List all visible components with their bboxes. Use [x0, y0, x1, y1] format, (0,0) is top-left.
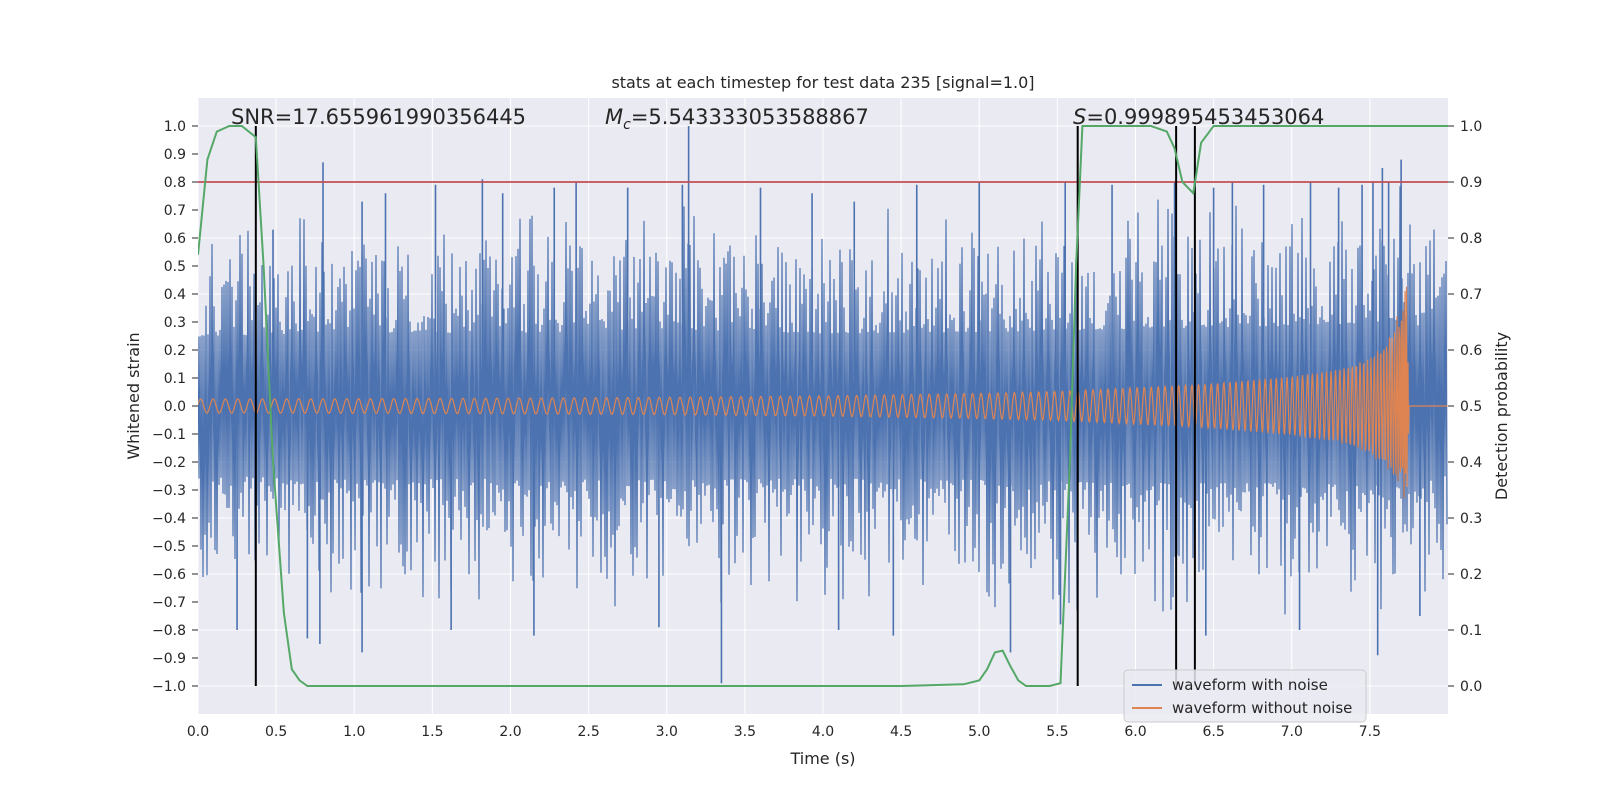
x-tick-label: 1.5: [421, 724, 443, 740]
x-tick-label: 7.0: [1281, 724, 1303, 740]
s-value: =0.999895453453064: [1086, 105, 1324, 129]
mc-subscript: c: [623, 117, 631, 133]
y2-tick-label: 0.4: [1460, 455, 1482, 471]
x-tick-label: 3.0: [656, 724, 678, 740]
y2-tick-label: 0.2: [1460, 567, 1482, 583]
y-tick-label: 0.2: [164, 343, 186, 359]
y-tick-label: 0.8: [164, 175, 186, 191]
y-tick-label: 0.9: [164, 147, 186, 163]
y2-tick-label: 0.0: [1460, 679, 1482, 695]
y2-tick-label: 0.3: [1460, 511, 1482, 527]
x-tick-label: 5.5: [1046, 724, 1068, 740]
mc-label: M: [605, 105, 623, 129]
detection-probability-line: [198, 125, 1448, 687]
legend-box: [1123, 669, 1367, 723]
x-axis-label: Time (s): [789, 749, 855, 768]
waveform-with-noise-line: [198, 186, 1448, 615]
y-tick-label: 0.1: [164, 371, 186, 387]
y2-axis-label: Detection probability: [1492, 332, 1511, 500]
y-tick-label: 0.0: [164, 399, 186, 415]
y2-tick-label: 0.6: [1460, 343, 1482, 359]
y-tick-label: −0.3: [152, 483, 186, 499]
y-tick-label: −0.1: [152, 427, 186, 443]
y2-tick-label: 0.7: [1460, 287, 1482, 303]
x-tick-label: 4.5: [890, 724, 912, 740]
y-tick-label: 0.3: [164, 315, 186, 331]
chirp-mass-annotation: Mc=5.543333053588867: [605, 105, 869, 133]
s-label: S: [1073, 105, 1086, 129]
x-tick-label: 0.0: [187, 724, 209, 740]
y-tick-label: −1.0: [152, 679, 186, 695]
x-axis-ticks: 0.0 0.5 1.0 1.5 2.0 2.5 3.0 3.5 4.0 4.5 5.0 5.5 6.0 6…: [187, 724, 1381, 740]
x-tick-label: 4.0: [812, 724, 834, 740]
x-tick-label: 6.5: [1202, 724, 1224, 740]
legend-label: waveform with noise: [1172, 676, 1328, 694]
y-tick-label: −0.5: [152, 539, 186, 555]
y2-tick-label: 0.8: [1460, 231, 1482, 247]
plot-area: [198, 125, 1448, 687]
y-tick-label: −0.6: [152, 567, 186, 583]
y-tick-label: 1.0: [164, 119, 186, 135]
x-tick-label: 5.0: [968, 724, 990, 740]
x-tick-label: 2.5: [577, 724, 599, 740]
y-tick-label: −0.8: [152, 623, 186, 639]
y2-tick-label: 1.0: [1460, 119, 1482, 135]
y-tick-label: −0.2: [152, 455, 186, 471]
y-axis-ticks: 1.0 0.9 0.8 0.7 0.6 0.5 0.4 0.3 0.2 0.1 0.0 −0.1 −0.…: [152, 119, 198, 695]
x-tick-label: 2.0: [499, 724, 521, 740]
y2-tick-label: 0.1: [1460, 623, 1482, 639]
mc-value: =5.543333053588867: [631, 105, 869, 129]
x-tick-label: 3.5: [734, 724, 756, 740]
y-tick-label: −0.4: [152, 511, 186, 527]
y-tick-label: 0.6: [164, 231, 186, 247]
y-tick-label: 0.7: [164, 203, 186, 219]
snr-annotation: SNR=17.655961990356445: [231, 105, 526, 129]
x-tick-label: 1.0: [343, 724, 365, 740]
x-tick-label: 0.5: [265, 724, 287, 740]
chart-title: stats at each timestep for test data 235…: [611, 73, 1034, 92]
waveform-without-noise-line: [198, 286, 1448, 498]
s-annotation: S=0.999895453453064: [1073, 105, 1324, 129]
x-tick-label: 6.0: [1124, 724, 1146, 740]
y2-axis-ticks: 1.0 0.9 0.8 0.7 0.6 0.5 0.4 0.3 0.2 0.1 0.0: [1448, 119, 1482, 695]
y-axis-label: Whitened strain: [124, 332, 143, 459]
legend: waveform with noise waveform without nois…: [1123, 669, 1367, 723]
legend-label: waveform without noise: [1172, 699, 1352, 717]
y-tick-label: −0.9: [152, 651, 186, 667]
y2-tick-label: 0.9: [1460, 175, 1482, 191]
y2-tick-label: 0.5: [1460, 399, 1482, 415]
y-tick-label: 0.5: [164, 259, 186, 275]
y-tick-label: −0.7: [152, 595, 186, 611]
y-tick-label: 0.4: [164, 287, 186, 303]
x-tick-label: 7.5: [1359, 724, 1381, 740]
